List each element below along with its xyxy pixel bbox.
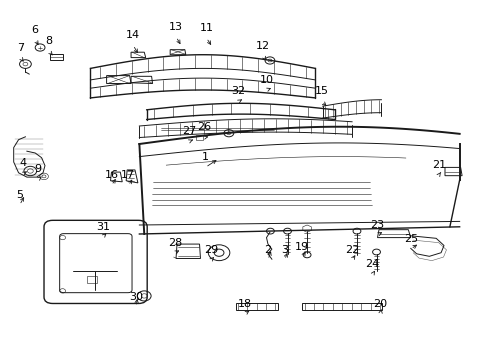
Text: 25: 25	[403, 234, 417, 244]
Text: 10: 10	[259, 75, 273, 85]
Text: 5: 5	[16, 190, 23, 200]
Text: 12: 12	[256, 41, 269, 51]
Text: 28: 28	[167, 238, 182, 248]
Text: 27: 27	[182, 126, 197, 136]
Text: 8: 8	[45, 36, 52, 46]
Text: 21: 21	[431, 159, 445, 170]
Text: 16: 16	[104, 170, 118, 180]
Text: 14: 14	[126, 30, 140, 40]
Text: 4: 4	[20, 158, 27, 168]
Text: 30: 30	[129, 292, 142, 302]
Text: 19: 19	[295, 242, 308, 252]
Text: 2: 2	[264, 245, 271, 255]
Text: 3: 3	[281, 245, 287, 255]
Text: 24: 24	[365, 259, 379, 269]
Text: 29: 29	[203, 245, 218, 255]
Text: 20: 20	[373, 299, 386, 309]
Text: 7: 7	[17, 42, 24, 53]
Text: 6: 6	[32, 24, 39, 35]
Text: 9: 9	[35, 164, 41, 174]
Text: 1: 1	[202, 152, 208, 162]
Text: 11: 11	[199, 23, 213, 33]
Text: 15: 15	[314, 86, 328, 96]
Text: 13: 13	[169, 22, 183, 32]
Text: 31: 31	[96, 222, 109, 232]
Text: 22: 22	[344, 245, 359, 255]
Text: 23: 23	[370, 220, 384, 230]
Text: 32: 32	[231, 86, 245, 96]
Text: 26: 26	[197, 122, 211, 132]
Text: 17: 17	[121, 170, 135, 180]
Text: 18: 18	[237, 299, 251, 309]
